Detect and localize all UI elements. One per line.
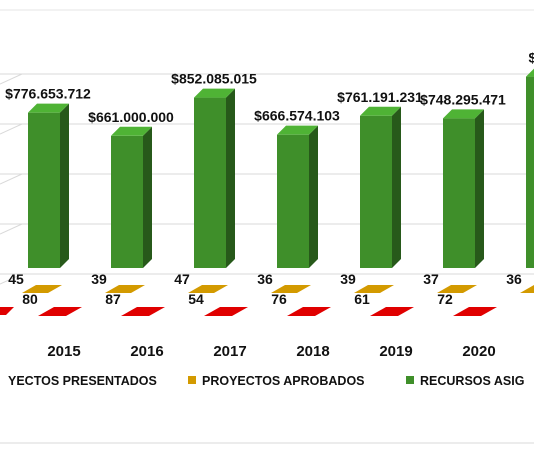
bar-top: [194, 88, 235, 98]
bar-proyectos-aprobados: [105, 285, 145, 293]
data-label-aprobados: 37: [423, 271, 439, 287]
data-label-recursos: $661.000.000: [88, 109, 174, 125]
data-label-row: 61: [354, 291, 370, 307]
bar-proyectos-presentados: [38, 307, 82, 316]
bar-proyectos-aprobados: [22, 285, 62, 293]
gridline-perspective: [0, 73, 23, 85]
bar-recursos-asignados: [28, 112, 60, 269]
bar-top: [526, 68, 534, 77]
gridline-perspective: [0, 123, 23, 135]
legend-label: YECTOS PRESENTADOS: [8, 374, 157, 388]
data-label-aprobados: 39: [340, 271, 356, 287]
bar-recursos-asignados: [277, 134, 309, 268]
bar-top: [277, 125, 318, 135]
legend-swatch: [406, 376, 414, 384]
data-label-recursos: $761.191.231: [337, 89, 423, 105]
bars: [28, 68, 534, 269]
data-label-recursos: $957.: [528, 50, 534, 66]
x-tick-label: 2017: [213, 343, 246, 360]
data-label-row: 76: [271, 291, 287, 307]
data-label-recursos: $666.574.103: [254, 108, 340, 124]
bar-recursos-asignados: [194, 97, 226, 268]
bar-proyectos-aprobados: [271, 285, 311, 293]
data-label-aprobados: 36: [506, 271, 522, 287]
bar-side: [475, 109, 484, 268]
bar-recursos-asignados: [443, 118, 475, 268]
bar-top: [443, 109, 484, 119]
x-tick-label: 2018: [296, 343, 329, 360]
legend-label: PROYECTOS APROBADOS: [202, 374, 365, 388]
legend-swatch: [188, 376, 196, 384]
legend-label: RECURSOS ASIG: [420, 374, 524, 388]
bar-side: [309, 125, 318, 268]
data-label-aprobados: 45: [8, 271, 24, 287]
data-label-row: 72: [437, 291, 453, 307]
x-axis: 2015 2016 2017 2018 2019 2020: [47, 343, 495, 360]
legend: YECTOS PRESENTADOS PROYECTOS APROBADOS REC…: [8, 374, 524, 388]
data-label-row: 54: [188, 291, 204, 307]
data-label-aprobados: 36: [257, 271, 273, 287]
data-label-recursos: $852.085.015: [171, 71, 257, 87]
gridline-perspective: [0, 173, 23, 185]
x-tick-label: 2019: [379, 343, 412, 360]
bar-side: [392, 106, 401, 269]
category-rows: [0, 285, 534, 316]
data-label-recursos: $748.295.471: [420, 91, 506, 107]
bar-proyectos-aprobados: [437, 285, 477, 293]
value-labels: $776.653.712 $661.000.000 $852.085.015 $666…: [5, 50, 534, 307]
data-label-row: 87: [105, 291, 121, 307]
gridlines: [0, 9, 534, 444]
bar-side: [60, 103, 69, 269]
data-label-aprobados: 47: [174, 271, 190, 287]
gridline-perspective: [0, 273, 23, 285]
data-label-recursos: $776.653.712: [5, 86, 91, 102]
bar-proyectos-presentados: [204, 307, 248, 316]
bar-proyectos-presentados: [287, 307, 331, 316]
gridline-perspective: [0, 223, 23, 235]
bar-proyectos-aprobados: [188, 285, 228, 293]
x-tick-label: 2020: [462, 343, 495, 360]
x-tick-label: 2016: [130, 343, 163, 360]
bar-proyectos-aprobados: [354, 285, 394, 293]
bar-top: [360, 106, 401, 116]
bar-side: [143, 126, 152, 268]
bar-side: [226, 88, 235, 268]
x-tick-label: 2015: [47, 343, 80, 360]
bar-recursos-asignados: [360, 115, 392, 269]
bar-proyectos-presentados-partial: [0, 307, 14, 315]
bar-proyectos-presentados: [121, 307, 165, 316]
bar-recursos-asignados: [526, 76, 534, 268]
bar-top: [111, 126, 152, 136]
data-label-row: 80: [22, 291, 38, 307]
bar-proyectos-presentados: [453, 307, 497, 316]
bar-proyectos-presentados: [370, 307, 414, 316]
data-label-aprobados: 39: [91, 271, 107, 287]
bar-recursos-asignados: [111, 135, 143, 268]
bar-proyectos-aprobados: [520, 285, 534, 293]
bar-top: [28, 103, 69, 113]
